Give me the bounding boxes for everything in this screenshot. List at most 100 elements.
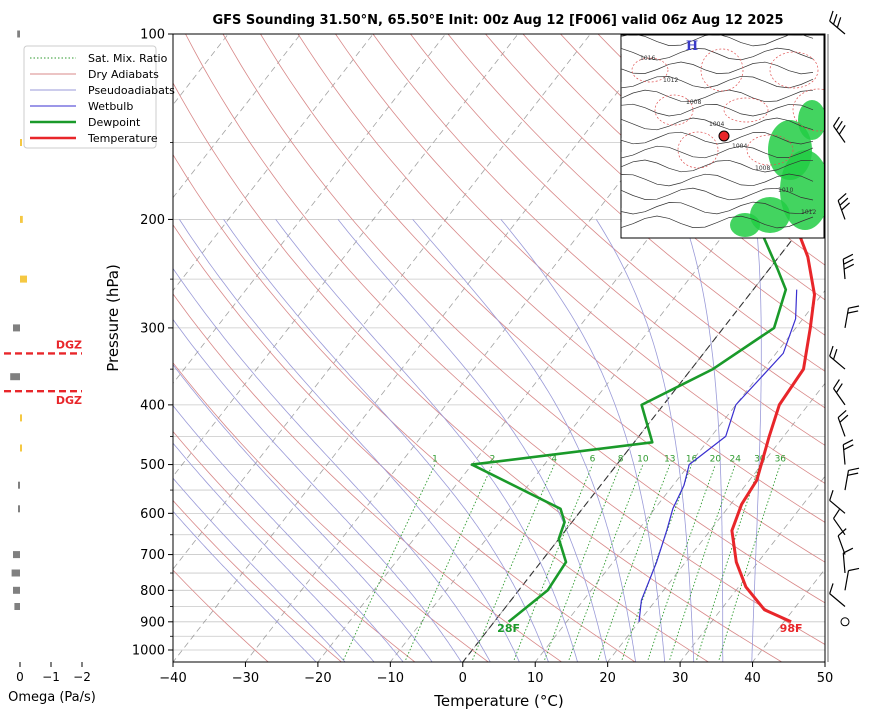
map-contour — [621, 89, 814, 103]
mixing-ratio-line — [567, 464, 644, 662]
dry-adiabat-line — [447, 34, 825, 372]
precip-area — [798, 100, 824, 140]
pseudoadiabat-line — [179, 219, 520, 662]
wind-barb — [833, 116, 846, 143]
dry-adiabat-line — [410, 34, 825, 409]
omega-bar — [18, 481, 20, 489]
map-isotherm — [631, 57, 669, 83]
mixing-ratio-label: 13 — [664, 455, 675, 465]
axes: 98F28F1002003004005006007008009001000−40… — [104, 28, 833, 711]
map-isotherm — [700, 48, 744, 92]
zero-isotherm — [462, 196, 825, 662]
location-marker — [718, 130, 730, 142]
isotherm-line — [173, 34, 519, 477]
map-contour-label: 1012 — [801, 209, 816, 216]
legend-label: Dry Adiabats — [88, 68, 159, 81]
y-tick-label: 1000 — [132, 644, 165, 659]
map-isotherm — [654, 94, 694, 126]
mixing-ratio-line — [342, 464, 436, 662]
map-contour — [621, 215, 814, 229]
x-axis-label: Temperature (°C) — [433, 692, 563, 710]
isotherm-line — [173, 34, 301, 199]
isotherm-line — [607, 382, 825, 662]
mixing-ratio-line — [512, 464, 593, 662]
pseudoadiabat-line — [683, 219, 724, 662]
dry-adiabat-line — [173, 430, 416, 662]
map-contour-label: 1010 — [778, 187, 793, 194]
wind-barb — [837, 409, 849, 437]
wind-barb — [842, 547, 854, 574]
omega-panel: DGZ DGZ 0 −1 −2 Omega (Pa/s) — [4, 30, 96, 705]
legend-label: Pseudoadiabats — [88, 84, 175, 97]
temperature-surface-label: 98F — [780, 622, 803, 635]
map-contour — [621, 61, 814, 75]
omega-bar — [10, 373, 20, 381]
x-tick-label: 0 — [459, 671, 467, 686]
mixing-ratio-label: 20 — [710, 455, 722, 465]
wind-barb — [837, 528, 847, 555]
x-tick-label: −30 — [232, 671, 259, 686]
map-isotherm — [677, 131, 719, 169]
dry-adiabat-line — [485, 34, 825, 336]
mixing-ratio-label: 30 — [754, 455, 766, 465]
map-contour-label: 1012 — [663, 77, 678, 84]
precip-area — [750, 197, 790, 233]
omega-tick-label: −2 — [73, 670, 91, 684]
wind-barb — [842, 253, 855, 280]
omega-bar — [11, 569, 20, 577]
dry-adiabat-line — [185, 34, 825, 645]
map-contour — [621, 75, 814, 89]
x-tick-label: 10 — [527, 671, 544, 686]
mixing-ratio-label: 1 — [432, 455, 438, 465]
x-tick-label: 20 — [599, 671, 616, 686]
map-isotherm — [723, 97, 769, 123]
map-contour — [621, 117, 814, 131]
omega-bar — [13, 324, 20, 332]
isotherm-line — [173, 34, 664, 662]
pseudoadiabat-line — [412, 219, 637, 662]
wind-barb — [844, 467, 860, 491]
pseudoadiabat-line — [173, 442, 375, 662]
y-tick-label: 700 — [140, 548, 165, 563]
omega-bar — [20, 444, 22, 452]
y-tick-label: 300 — [140, 321, 165, 336]
plot-frame — [172, 33, 826, 663]
map-high-label: H — [686, 39, 698, 54]
map-isotherm — [746, 134, 794, 166]
dry-adiabat-line — [173, 293, 563, 662]
dry-adiabat-line — [173, 82, 783, 662]
map-contour-label: 1008 — [755, 165, 770, 172]
wind-barb — [844, 305, 860, 329]
pseudoadiabat-line — [751, 219, 762, 662]
map-contour — [621, 47, 814, 61]
isotherm-line — [679, 475, 825, 662]
x-tick-label: −40 — [159, 671, 186, 686]
wind-barb — [840, 617, 850, 627]
map-contour-label: 1004 — [732, 143, 747, 150]
mixing-ratio-label: 4 — [551, 455, 557, 465]
mixing-ratio-label: 36 — [775, 455, 787, 465]
dry-adiabat-line — [173, 153, 710, 662]
wind-barb — [829, 490, 846, 514]
pseudoadiabat-line — [223, 219, 549, 662]
map-contour — [621, 35, 814, 47]
wind-barb — [842, 439, 854, 465]
map-contour — [621, 159, 814, 173]
y-tick-label: 200 — [140, 213, 165, 228]
map-contour — [621, 131, 814, 145]
map-contour-label: 1016 — [640, 55, 655, 62]
dgz-label-top: DGZ — [56, 338, 82, 351]
mixing-ratio-line — [543, 464, 622, 662]
map-contour — [621, 187, 814, 201]
map-contour-label: 1004 — [709, 121, 724, 128]
dry-adiabat-line — [173, 224, 636, 662]
mixing-ratio-label: 16 — [686, 455, 698, 465]
dry-adiabat-line — [260, 34, 825, 563]
dry-adiabat-line — [173, 499, 343, 662]
omega-bar — [17, 30, 20, 38]
y-tick-label: 600 — [140, 507, 165, 522]
wetbulb-line — [638, 289, 798, 622]
x-tick-label: −10 — [377, 671, 404, 686]
